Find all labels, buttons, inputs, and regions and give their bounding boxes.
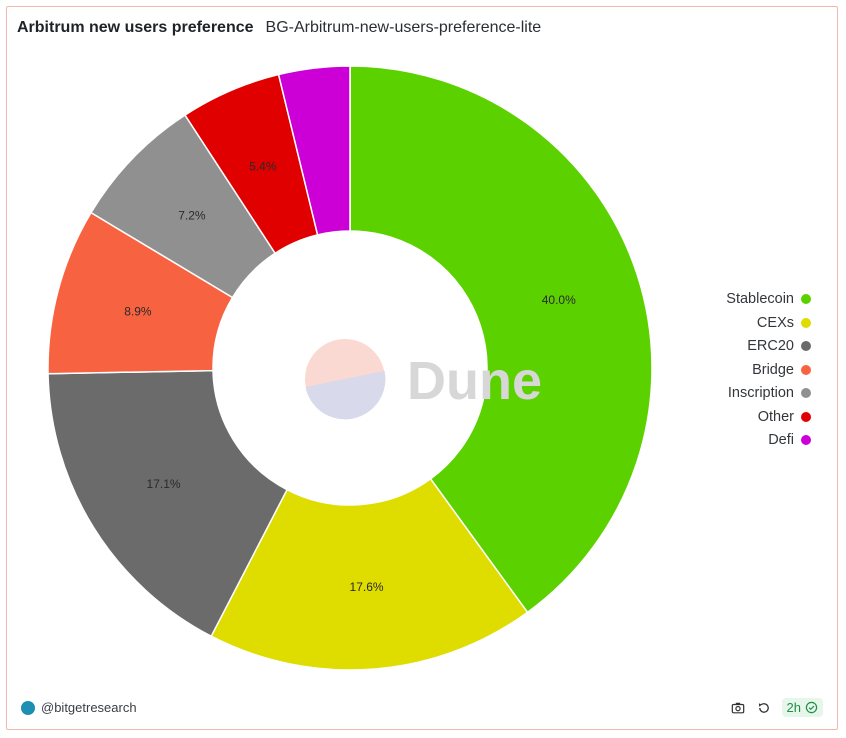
slice-defi[interactable] bbox=[277, 65, 351, 236]
slice-label-erc20: 17.1% bbox=[147, 477, 181, 491]
legend-item-erc20[interactable]: ERC20 bbox=[747, 336, 811, 357]
legend-label: ERC20 bbox=[747, 338, 794, 355]
slice-stablecoin[interactable] bbox=[349, 65, 653, 614]
dune-watermark-text: Dune bbox=[407, 351, 542, 411]
slice-label-inscription: 7.2% bbox=[178, 209, 206, 223]
legend-swatch bbox=[801, 341, 811, 352]
slice-cexs[interactable] bbox=[210, 477, 529, 671]
slice-label-other: 5.4% bbox=[249, 160, 277, 174]
legend-swatch bbox=[801, 388, 811, 399]
slice-erc20[interactable] bbox=[47, 369, 289, 638]
legend-swatch bbox=[801, 411, 811, 422]
legend-swatch bbox=[801, 317, 811, 328]
author-name: @bitgetresearch bbox=[41, 700, 137, 715]
slice-label-stablecoin: 40.0% bbox=[542, 293, 576, 307]
slice-labels-group: 40.0% 17.6% 17.1% 8.9% 7.2% 5.4% bbox=[124, 160, 576, 594]
camera-icon[interactable] bbox=[730, 700, 746, 716]
chart-header: Arbitrum new users preference BG-Arbitru… bbox=[17, 19, 541, 37]
legend-swatch bbox=[801, 294, 811, 305]
refresh-icon[interactable] bbox=[756, 700, 772, 716]
legend-item-inscription[interactable]: Inscription bbox=[728, 383, 811, 404]
legend: Stablecoin CEXs ERC20 Bridge Inscription Othe… bbox=[726, 289, 811, 451]
legend-item-defi[interactable]: Defi bbox=[768, 430, 811, 451]
legend-label: Inscription bbox=[727, 385, 794, 402]
legend-swatch bbox=[801, 364, 811, 375]
chart-card: Arbitrum new users preference BG-Arbitru… bbox=[6, 6, 838, 730]
author-avatar bbox=[21, 700, 35, 715]
legend-item-cexs[interactable]: CEXs bbox=[757, 313, 811, 334]
legend-item-stablecoin[interactable]: Stablecoin bbox=[726, 289, 811, 310]
legend-label: Other bbox=[757, 408, 794, 425]
dune-logo-bottom-fill bbox=[305, 371, 386, 420]
slice-label-cexs: 17.6% bbox=[350, 580, 384, 594]
dune-watermark: Dune bbox=[305, 339, 542, 420]
freshness-text: 2h bbox=[786, 700, 801, 715]
legend-swatch bbox=[801, 435, 811, 446]
legend-label: CEXs bbox=[756, 314, 794, 331]
chart-title: Arbitrum new users preference bbox=[17, 19, 254, 36]
slice-label-bridge: 8.9% bbox=[124, 304, 152, 318]
freshness-badge[interactable]: 2h bbox=[781, 698, 823, 717]
donut-chart: Dune 40.0% 17.6% 17.1% 8.9% 7.2% 5.4% bbox=[47, 65, 653, 671]
legend-label: Defi bbox=[768, 432, 794, 449]
legend-item-other[interactable]: Other bbox=[758, 407, 811, 428]
footer-actions: 2h bbox=[730, 698, 823, 717]
query-name: BG-Arbitrum-new-users-preference-lite bbox=[265, 19, 542, 36]
legend-label: Bridge bbox=[752, 361, 794, 378]
author-credit[interactable]: @bitgetresearch bbox=[21, 700, 137, 715]
slices-group bbox=[47, 65, 653, 671]
check-circle-icon bbox=[805, 701, 818, 714]
legend-label: Stablecoin bbox=[726, 291, 794, 308]
legend-item-bridge[interactable]: Bridge bbox=[752, 360, 811, 381]
